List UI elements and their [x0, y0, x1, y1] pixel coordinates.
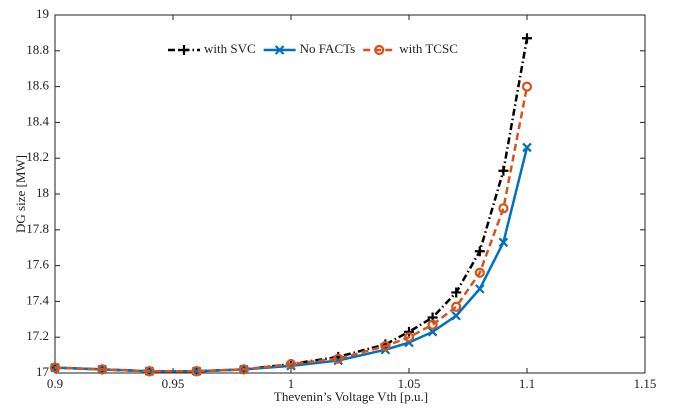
y-tick-label: 18: [36, 185, 49, 200]
series-line: [54, 86, 529, 373]
data-point: [498, 237, 509, 248]
x-tick-label: 0.9: [47, 376, 63, 391]
y-tick-label: 17.2: [26, 328, 49, 343]
legend-label: No FACTs: [300, 41, 356, 56]
legend-label: with TCSC: [399, 41, 458, 56]
data-point: [451, 310, 461, 321]
x-tick-label: 1.1: [519, 376, 535, 391]
data-point: [191, 366, 202, 377]
series-line: [54, 38, 529, 373]
x-tick-label: 1: [288, 376, 295, 391]
data-point: [49, 362, 61, 373]
data-point: [427, 319, 438, 330]
data-point: [238, 364, 249, 375]
data-point: [333, 353, 344, 364]
x-axis-label: Thevenin’s Voltage Vth [p.u.]: [274, 389, 428, 404]
data-point: [451, 287, 462, 298]
legend-marker: [374, 44, 385, 56]
x-tick-label: 1.15: [634, 376, 657, 391]
x-tick-label: 1.05: [398, 376, 421, 391]
y-tick-label: 18.6: [26, 78, 49, 93]
data-point: [451, 301, 462, 312]
y-tick-label: 18.2: [26, 149, 49, 164]
data-point: [427, 327, 438, 337]
y-tick-label: 17.4: [26, 292, 49, 307]
data-point: [498, 203, 509, 214]
x-tick-label: 0.95: [162, 376, 185, 391]
y-tick-label: 17: [36, 364, 50, 379]
y-tick-label: 17.6: [26, 257, 49, 272]
y-axis-label: DG size [MW]: [13, 155, 28, 233]
legend-marker: [179, 45, 189, 55]
data-point: [498, 165, 509, 176]
data-point: [97, 364, 108, 375]
data-point: [521, 81, 533, 92]
y-tick-label: 17.8: [26, 221, 49, 236]
data-point: [403, 332, 415, 343]
y-tick-label: 19: [36, 6, 49, 21]
data-point: [285, 358, 297, 370]
y-tick-label: 18.8: [26, 42, 49, 57]
data-point: [474, 267, 485, 278]
data-point: [144, 366, 155, 377]
data-point: [475, 284, 485, 294]
data-point: [522, 33, 532, 44]
legend-label: with SVC: [204, 41, 256, 56]
data-point: [522, 142, 532, 153]
plot-frame: [54, 14, 646, 374]
data-point: [404, 326, 414, 337]
data-point: [474, 246, 485, 257]
legend-box: [162, 38, 466, 62]
y-tick-label: 18.4: [26, 113, 49, 128]
data-point: [380, 341, 391, 352]
series-line: [54, 147, 529, 373]
legend-marker: [274, 45, 285, 55]
